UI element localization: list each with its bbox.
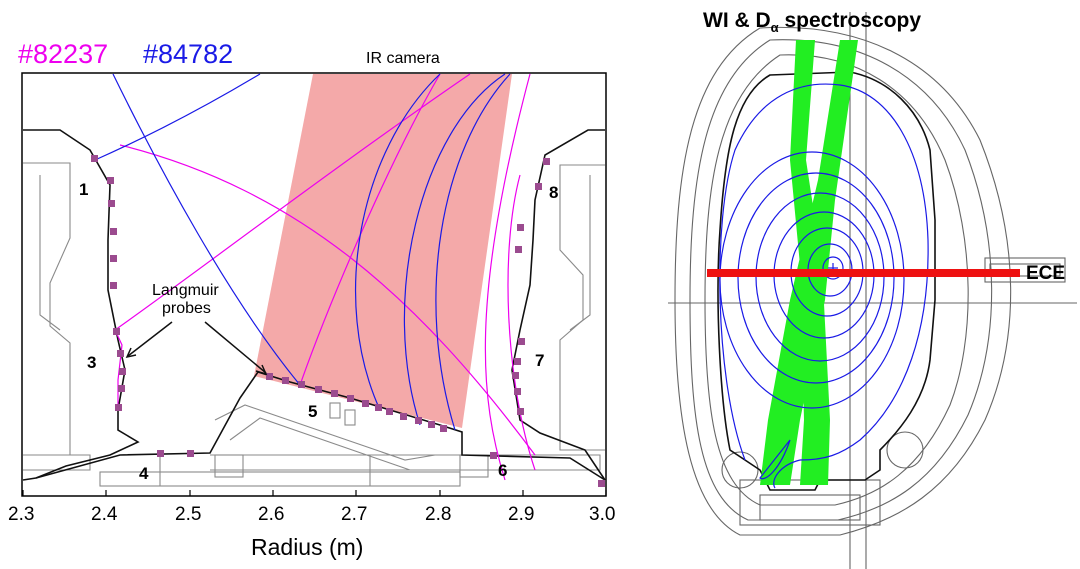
shot-84782-label: #84782 bbox=[143, 39, 234, 69]
tile-number-6: 6 bbox=[498, 461, 508, 480]
shot-82237-field-lines bbox=[114, 73, 536, 481]
spectroscopy-title: WI & Dα spectroscopy bbox=[703, 9, 922, 36]
first-wall-right bbox=[717, 71, 936, 491]
langmuir-arrows bbox=[125, 321, 268, 376]
spectroscopy-title-subscript: α bbox=[770, 20, 779, 35]
ece-label: ECE bbox=[1026, 263, 1066, 284]
ir-camera-band bbox=[254, 74, 512, 428]
x-tick-label: 2.3 bbox=[8, 504, 35, 525]
flux-surfaces bbox=[719, 83, 929, 489]
magnetic-axis-marker bbox=[828, 263, 838, 273]
x-tick-label: 2.8 bbox=[425, 504, 452, 525]
tile-number-5: 5 bbox=[308, 402, 318, 421]
tile-number-7: 7 bbox=[535, 351, 545, 370]
x-tick-label: 2.4 bbox=[91, 504, 118, 525]
x-tick-label: 2.7 bbox=[341, 504, 368, 525]
ece-line bbox=[707, 269, 1020, 277]
spectroscopy-title-part1: WI & D bbox=[703, 9, 771, 32]
spectroscopy-chords bbox=[760, 40, 858, 485]
tile-number-4: 4 bbox=[139, 464, 149, 483]
vessel-outline bbox=[668, 12, 1077, 569]
langmuir-label-line1: Langmuir bbox=[152, 282, 219, 299]
shot-82237-label: #82237 bbox=[18, 39, 109, 69]
x-tick-label: 2.6 bbox=[258, 504, 285, 525]
langmuir-probe-markers bbox=[91, 155, 605, 487]
x-tick-label: 2.5 bbox=[175, 504, 202, 525]
spectroscopy-title-part2: spectroscopy bbox=[778, 9, 922, 32]
left-diagram bbox=[21, 72, 607, 497]
x-axis-ticks bbox=[22, 490, 607, 496]
plot-frame bbox=[21, 72, 607, 497]
langmuir-label-line2: probes bbox=[162, 300, 211, 317]
x-axis-label: Radius (m) bbox=[251, 534, 364, 560]
shot-84782-field-lines bbox=[94, 73, 511, 431]
tile-number-3: 3 bbox=[87, 353, 97, 372]
ir-camera-label: IR camera bbox=[366, 50, 440, 67]
tile-number-1: 1 bbox=[79, 180, 89, 199]
tile-number-8: 8 bbox=[549, 183, 559, 202]
x-tick-label: 2.9 bbox=[508, 504, 535, 525]
x-tick-label: 3.0 bbox=[589, 504, 616, 525]
vessel-structure bbox=[23, 162, 605, 487]
